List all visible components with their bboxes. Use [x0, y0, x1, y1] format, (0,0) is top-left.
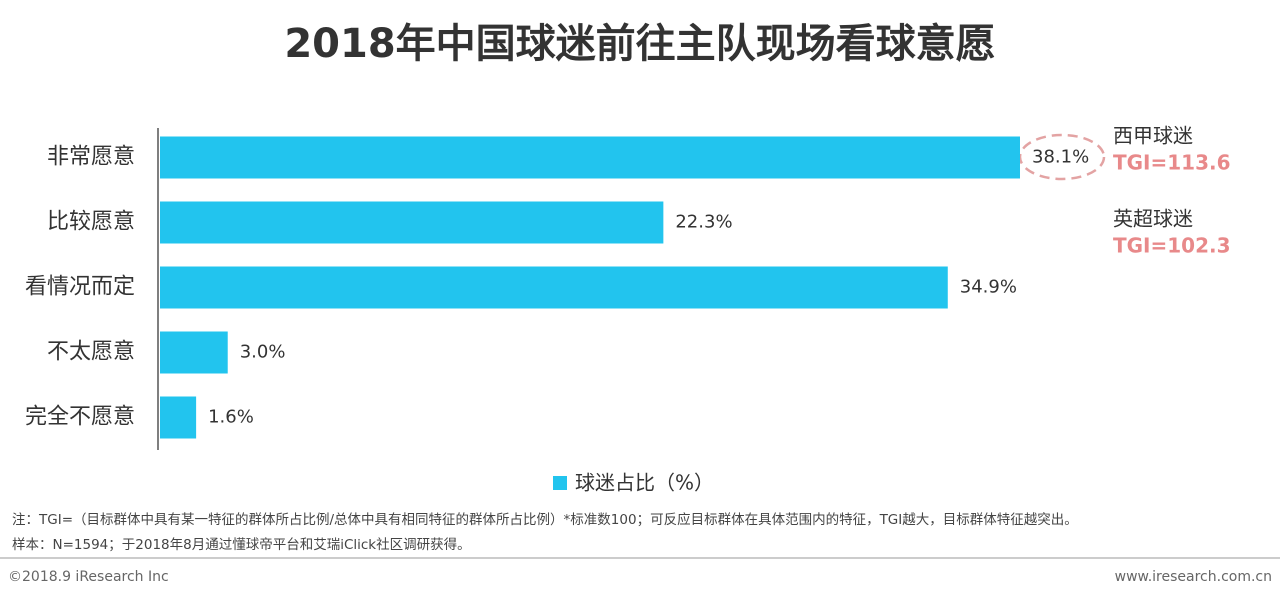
annotation-title: 英超球迷 — [1113, 207, 1193, 231]
legend-label: 球迷占比（%） — [575, 471, 714, 495]
note: 样本：N=1594；于2018年8月通过懂球帝平台和艾瑞iClick社区调研获得… — [12, 536, 471, 553]
value-label: 3.0% — [240, 342, 286, 363]
bar — [160, 396, 197, 439]
bar — [160, 331, 228, 374]
value-label: 1.6% — [208, 407, 254, 428]
copyright: ©2018.9 iResearch Inc — [8, 569, 169, 585]
bar — [160, 266, 948, 309]
category-label: 不太愿意 — [47, 340, 135, 365]
chart-title: 2018年中国球迷前往主队现场看球意愿 — [284, 21, 995, 67]
value-label: 22.3% — [675, 212, 732, 233]
annotation-tgi: TGI=113.6 — [1113, 151, 1231, 175]
note: 注：TGI=（目标群体中具有某一特征的群体所占比例/总体中具有相同特征的群体所占… — [12, 511, 1078, 528]
annotation-title: 西甲球迷 — [1113, 124, 1193, 148]
annotation-tgi: TGI=102.3 — [1113, 234, 1231, 258]
category-label: 比较愿意 — [47, 210, 135, 235]
category-label: 看情况而定 — [25, 275, 135, 300]
bar — [160, 136, 1020, 179]
bar — [160, 201, 664, 244]
website: www.iresearch.com.cn — [1115, 569, 1272, 585]
category-label: 非常愿意 — [47, 145, 135, 170]
value-label: 38.1% — [1032, 147, 1089, 168]
value-label: 34.9% — [960, 277, 1017, 298]
category-label: 完全不愿意 — [25, 405, 135, 430]
legend-swatch — [553, 476, 567, 490]
